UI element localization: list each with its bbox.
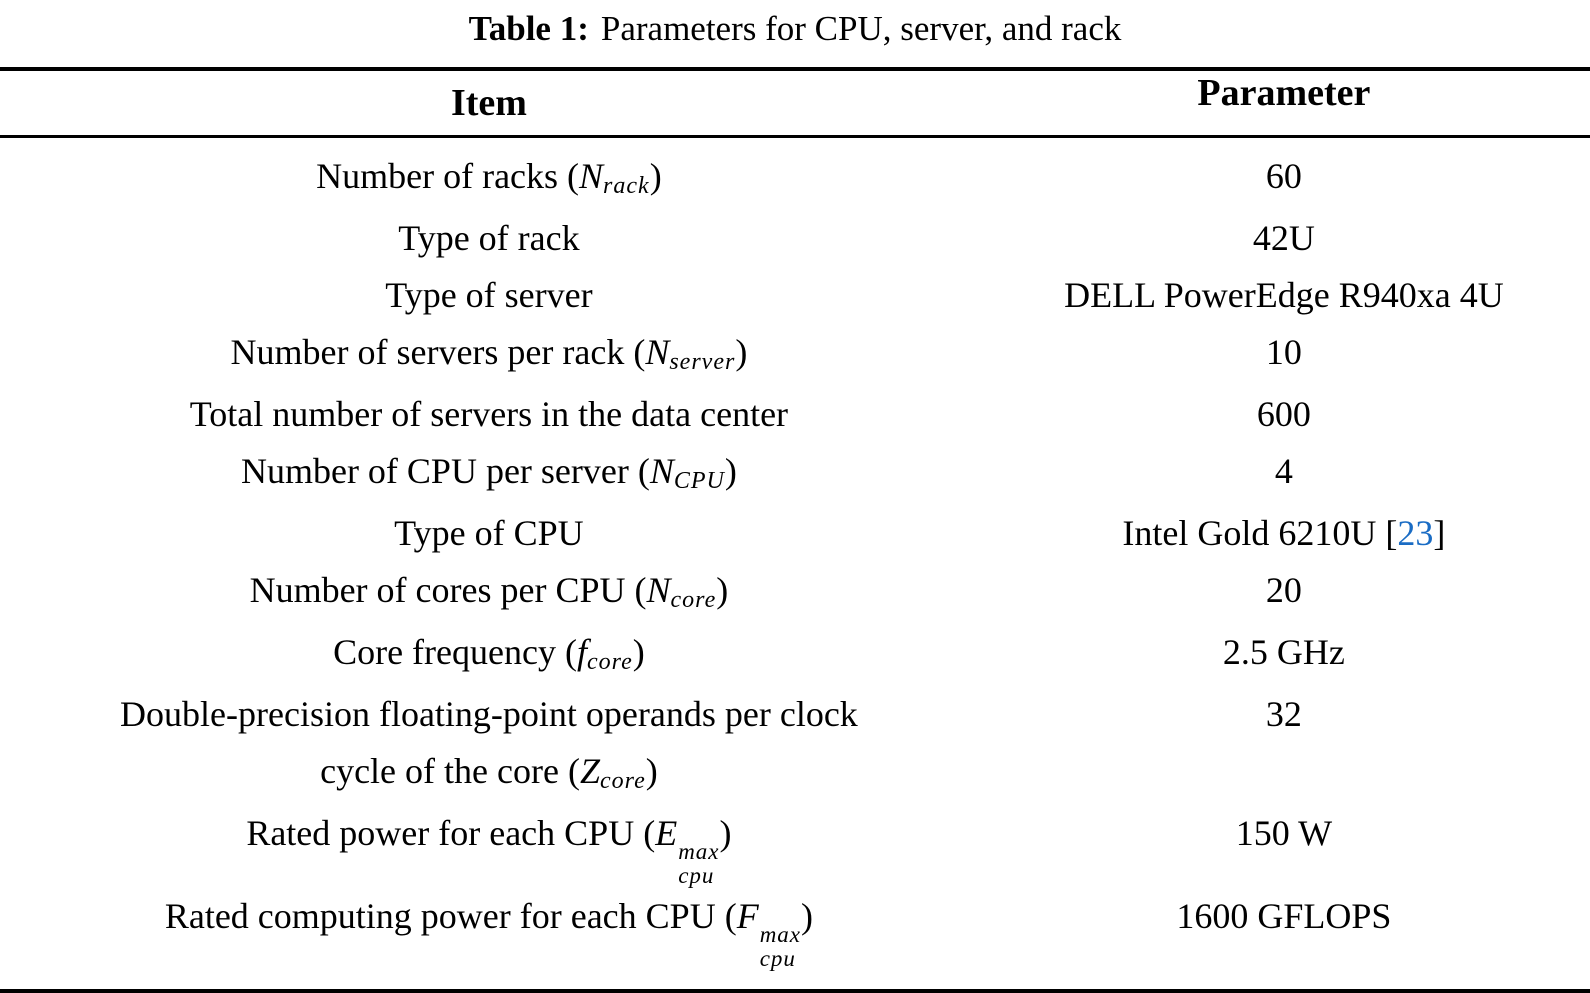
table-caption: Table 1: Parameters for CPU, server, and… <box>0 0 1590 67</box>
parameter-cell: 1600 GFLOPS <box>1176 896 1392 937</box>
table-row: Double-precision floating-point operands… <box>0 686 1590 805</box>
parameter-cell: 2.5 GHz <box>1222 632 1345 672</box>
item-cell: Type of server <box>385 275 593 315</box>
table-row: Type of server DELL PowerEdge R940xa 4U <box>0 267 1590 324</box>
parameter-cell: 42U <box>1252 218 1315 258</box>
math-symbol: Nrack <box>579 156 650 200</box>
table-caption-text: Parameters for CPU, server, and rack <box>600 8 1122 48</box>
parameter-cell: 4 <box>1274 451 1293 491</box>
parameter-cell: 600 <box>1256 394 1311 434</box>
item-cell: Type of CPU <box>394 513 584 553</box>
parameters-table: Item Parameter Number of racks (Nrack) 60… <box>0 67 1590 993</box>
table-row: Rated computing power for each CPU (F max… <box>0 888 1590 971</box>
item-cell: Rated computing power for each CPU (F max… <box>164 896 814 972</box>
item-cell: Rated power for each CPU (E max cpu) <box>246 813 732 889</box>
item-cell: Core frequency (fcore) <box>333 632 645 676</box>
table-row: Type of CPU Intel Gold 6210U [23] <box>0 505 1590 562</box>
math-symbol: NCPU <box>649 451 725 495</box>
header-item: Item <box>450 82 527 124</box>
table-row: Number of CPU per server (NCPU) 4 <box>0 443 1590 505</box>
parameter-cell: 32 <box>1265 694 1302 734</box>
table-row: Number of racks (Nrack) 60 <box>0 148 1590 210</box>
table-row: Number of servers per rack (Nserver) 10 <box>0 324 1590 386</box>
table-row: Total number of servers in the data cent… <box>0 386 1590 443</box>
table-row: Rated power for each CPU (E max cpu) 150 W <box>0 805 1590 888</box>
item-cell: Number of CPU per server (NCPU) <box>240 451 737 495</box>
parameter-cell: DELL PowerEdge R940xa 4U <box>1064 275 1504 315</box>
item-cell: Number of servers per rack (Nserver) <box>230 332 748 376</box>
parameter-cell: 20 <box>1265 570 1302 610</box>
citation-link[interactable]: 23 <box>1397 513 1434 553</box>
item-cell: Double-precision floating-point operands… <box>120 694 858 795</box>
math-symbol: Ncore <box>646 570 717 614</box>
table-caption-label: Table 1: <box>468 8 589 48</box>
math-symbol: Nserver <box>645 332 736 376</box>
parameter-cell: Intel Gold 6210U [23] <box>1122 513 1446 553</box>
item-cell: Total number of servers in the data cent… <box>189 394 789 434</box>
table-header-row: Item Parameter <box>0 71 1590 138</box>
math-symbol: Zcore <box>579 751 646 795</box>
math-symbol: fcore <box>576 632 633 676</box>
item-cell: Number of cores per CPU (Ncore) <box>249 570 729 614</box>
parameter-cell: 60 <box>1265 156 1302 196</box>
item-cell: Type of rack <box>398 218 580 258</box>
parameter-cell: 10 <box>1265 332 1302 372</box>
table-body: Number of racks (Nrack) 60 Type of rack 42U… <box>0 138 1590 989</box>
parameter-cell: 150 W <box>1235 813 1333 853</box>
table-row: Type of rack 42U <box>0 210 1590 267</box>
table-row: Number of cores per CPU (Ncore) 20 <box>0 562 1590 624</box>
table-row: Core frequency (fcore) 2.5 GHz <box>0 624 1590 686</box>
header-parameter: Parameter <box>1197 72 1371 114</box>
item-cell: Number of racks (Nrack) <box>316 156 662 200</box>
